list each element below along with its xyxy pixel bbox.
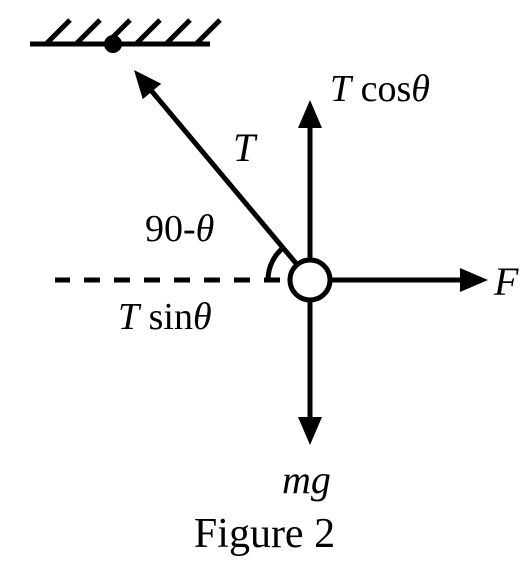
label-F: F: [494, 262, 518, 302]
label-T-sin-theta: T sinθ: [118, 298, 212, 336]
label-angle: 90-θ: [145, 210, 214, 248]
label-T: T: [233, 128, 255, 168]
figure-caption: Figure 2: [0, 510, 529, 558]
label-T-cos-theta: T cosθ: [330, 70, 430, 108]
free-body-diagram: [0, 0, 529, 569]
label-mg: mg: [282, 460, 331, 500]
